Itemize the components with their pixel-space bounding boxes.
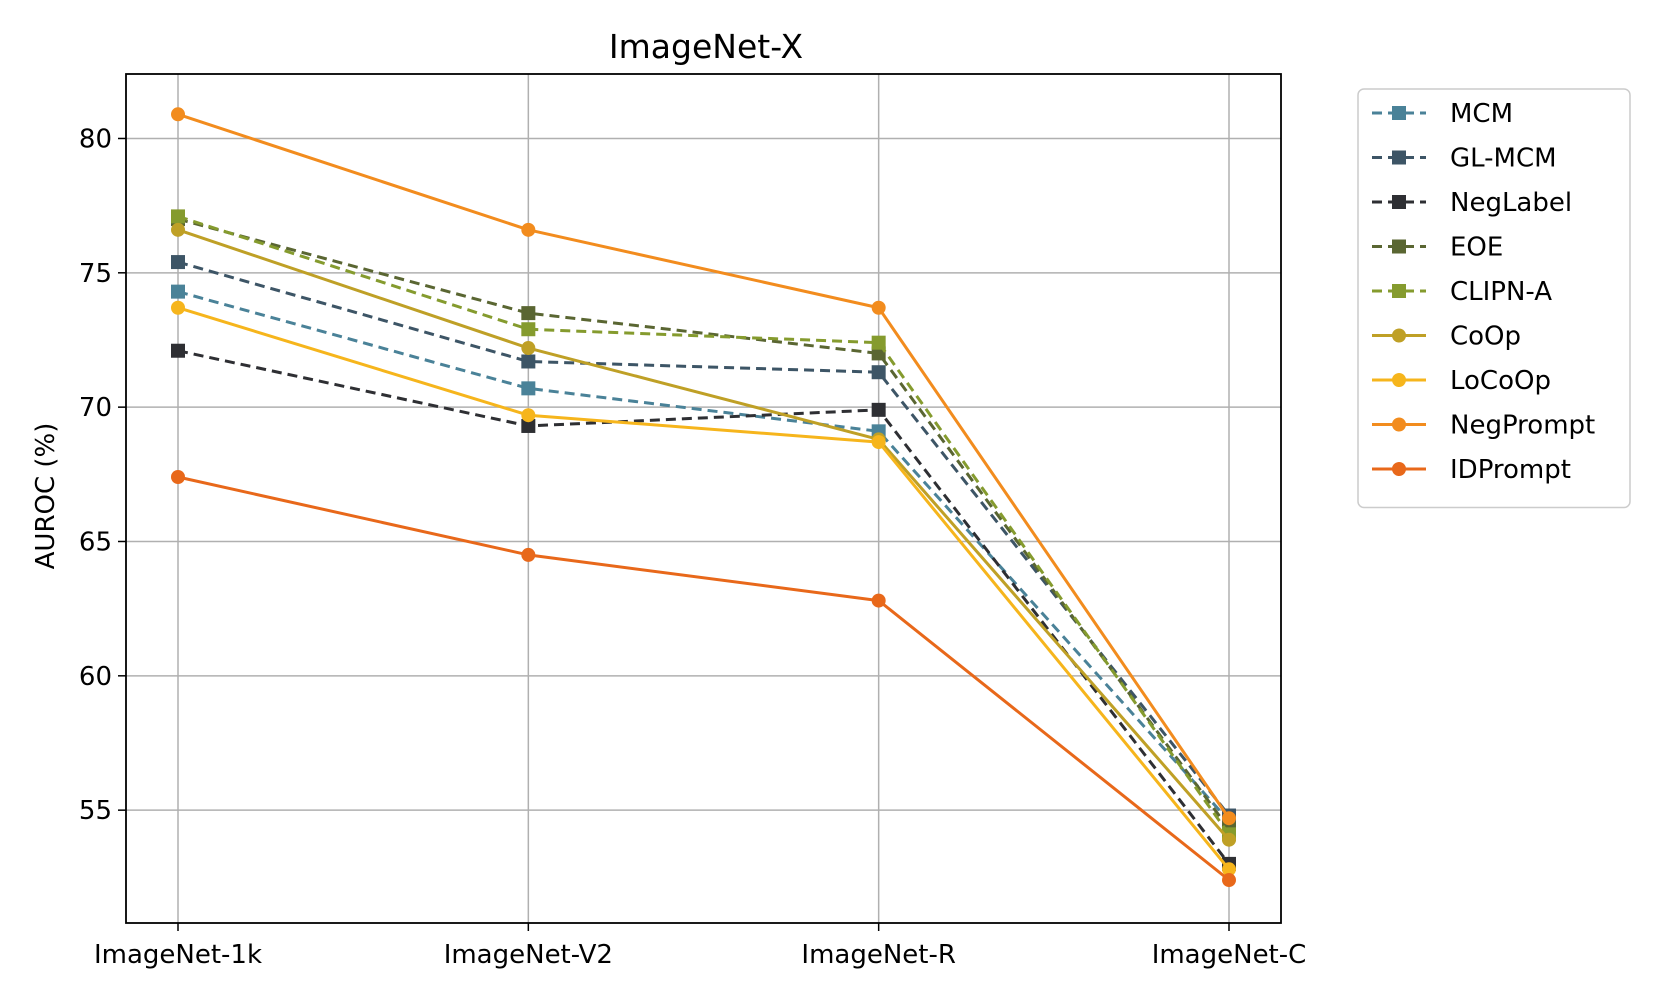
legend-item-locoop: LoCoOp xyxy=(1372,366,1551,396)
series-clipn-a xyxy=(171,209,1236,842)
legend-swatch-marker xyxy=(1392,106,1406,120)
legend-item-eoe: EOE xyxy=(1372,233,1503,263)
legend-swatch-marker xyxy=(1392,284,1406,298)
series-line-coop xyxy=(177,228,1231,841)
plot-frame xyxy=(125,73,1282,924)
legend-swatch-marker xyxy=(1392,373,1406,387)
data-point-clipn-a xyxy=(871,335,886,350)
legend-item-clipn-a: CLIPN-A xyxy=(1372,277,1552,307)
legend-item-coop: CoOp xyxy=(1372,322,1521,352)
legend-label: GL-MCM xyxy=(1450,144,1557,174)
data-point-idprompt xyxy=(871,593,886,608)
data-point-negprompt xyxy=(521,222,536,237)
chart-title: ImageNet-X xyxy=(609,27,803,66)
legend-swatch-marker xyxy=(1392,239,1406,254)
series-negprompt xyxy=(171,107,1236,826)
x-tick-label: ImageNet-C xyxy=(1152,940,1307,970)
legend-label: MCM xyxy=(1450,99,1513,129)
data-point-negprompt xyxy=(171,107,185,122)
data-point-clipn-a xyxy=(521,322,536,337)
series-line-mcm xyxy=(177,290,1231,822)
legend-item-neglabel: NegLabel xyxy=(1372,188,1572,218)
y-tick-label: 65 xyxy=(79,527,112,557)
legend-swatch-marker xyxy=(1392,462,1406,476)
legend-label: NegPrompt xyxy=(1450,411,1595,441)
series-line-neglabel xyxy=(177,349,1231,865)
series-line-negprompt xyxy=(177,112,1231,820)
data-point-gl-mcm xyxy=(871,365,886,380)
series-idprompt xyxy=(171,470,1236,888)
series-line-gl-mcm xyxy=(177,260,1231,817)
series-mcm xyxy=(171,284,1236,828)
data-point-gl-mcm xyxy=(521,354,536,369)
data-point-mcm xyxy=(521,381,536,396)
series-line-locoop xyxy=(177,306,1231,871)
data-point-gl-mcm xyxy=(171,255,185,270)
series-line-eoe xyxy=(177,217,1231,830)
legend-item-negprompt: NegPrompt xyxy=(1372,411,1595,441)
data-point-negprompt xyxy=(1222,811,1236,826)
legend-label: CoOp xyxy=(1450,322,1521,352)
data-point-locoop xyxy=(521,408,536,423)
data-point-locoop xyxy=(1222,862,1236,877)
data-point-idprompt xyxy=(521,547,536,562)
series-locoop xyxy=(171,300,1236,877)
data-point-locoop xyxy=(171,300,185,315)
data-point-coop xyxy=(1222,832,1236,847)
x-tick-label: ImageNet-1k xyxy=(94,940,262,970)
data-point-neglabel xyxy=(871,402,886,417)
data-point-clipn-a xyxy=(171,209,185,224)
series-coop xyxy=(171,222,1236,847)
legend: MCM GL-MCM NegLabel EOE CLIPN-A CoOp LoCoOp Neg… xyxy=(1357,88,1631,509)
series-layer xyxy=(171,107,1236,888)
data-point-coop xyxy=(171,222,185,237)
data-point-neglabel xyxy=(521,418,536,433)
legend-swatch-marker xyxy=(1392,328,1406,343)
legend-label: CLIPN-A xyxy=(1450,277,1552,307)
data-point-neglabel xyxy=(171,343,185,358)
legend-label: EOE xyxy=(1450,233,1503,263)
series-neglabel xyxy=(171,343,1236,871)
series-line-clipn-a xyxy=(177,214,1231,836)
y-tick-label: 60 xyxy=(79,662,112,692)
legend-item-mcm: MCM xyxy=(1372,99,1513,129)
data-point-eoe xyxy=(521,306,536,321)
series-eoe xyxy=(171,212,1236,836)
legend-label: NegLabel xyxy=(1450,188,1572,218)
y-tick-label: 55 xyxy=(79,796,112,826)
legend-swatch-marker xyxy=(1392,195,1406,209)
y-axis-label: AUROC (%) xyxy=(31,423,61,570)
data-point-idprompt xyxy=(171,470,185,485)
legend-item-idprompt: IDPrompt xyxy=(1372,455,1571,485)
x-tick-label: ImageNet-R xyxy=(801,940,956,970)
legend-swatch-marker xyxy=(1392,150,1406,165)
data-point-idprompt xyxy=(1222,873,1236,888)
y-tick-label: 75 xyxy=(79,259,112,289)
legend-swatch-marker xyxy=(1392,417,1406,432)
legend-box xyxy=(1357,88,1631,509)
y-tick-label: 80 xyxy=(79,124,112,154)
x-tick-label: ImageNet-V2 xyxy=(444,940,613,970)
legend-item-gl-mcm: GL-MCM xyxy=(1372,144,1557,174)
data-point-negprompt xyxy=(871,300,886,315)
data-point-coop xyxy=(521,341,536,356)
axis-ticks: ImageNet-1k ImageNet-V2 ImageNet-R ImageNet… xyxy=(79,124,1306,970)
grid xyxy=(126,74,1281,923)
data-point-mcm xyxy=(171,284,185,299)
legend-label: IDPrompt xyxy=(1450,455,1571,485)
series-gl-mcm xyxy=(171,255,1236,823)
legend-label: LoCoOp xyxy=(1450,366,1551,396)
data-point-locoop xyxy=(871,435,886,450)
y-tick-label: 70 xyxy=(79,393,112,423)
series-line-idprompt xyxy=(177,475,1230,882)
